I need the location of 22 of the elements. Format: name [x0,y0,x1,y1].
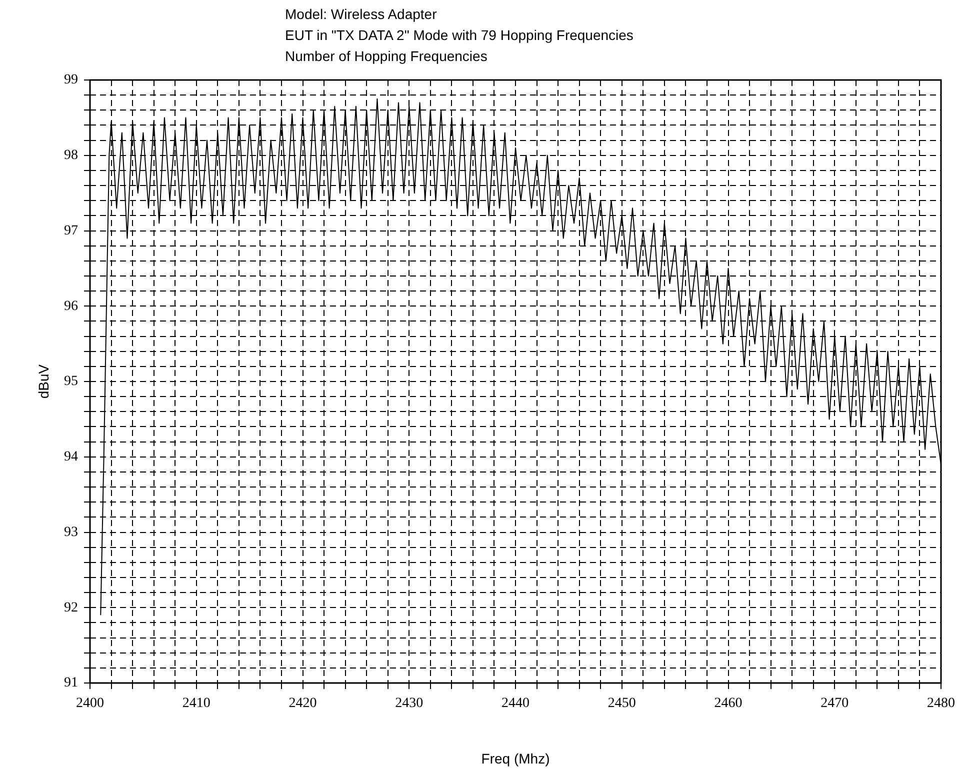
x-tick-label: 2460 [714,696,742,712]
x-tick-label: 2400 [76,696,104,712]
x-tick-label: 2430 [395,696,424,712]
x-tick-label: 2470 [820,696,849,712]
x-tick-label: 2410 [182,696,210,712]
y-axis-title: dBuV [35,364,52,399]
y-tick-label: 97 [64,223,78,238]
x-tick-label: 2450 [608,696,636,712]
y-tick-label: 98 [64,148,78,164]
x-tick-label: 2440 [502,696,530,712]
x-tick-label: 2420 [288,696,317,712]
y-tick-label: 99 [64,72,78,88]
y-tick-label: 91 [64,676,78,691]
x-tick-label: 2480 [927,696,955,712]
y-tick-label: 95 [64,374,78,390]
chart-subtitle: EUT in "TX DATA 2" Mode with 79 Hopping Frequencies Number of Hopping Frequencies [285,26,634,66]
chart-title: Model: Wireless Adapter [285,5,438,24]
y-tick-label: 96 [64,298,78,314]
x-axis-title: Freq (Mhz) [481,750,550,766]
y-tick-label: 93 [64,524,78,540]
y-tick-label: 94 [64,450,78,465]
y-tick-label: 92 [64,600,78,616]
